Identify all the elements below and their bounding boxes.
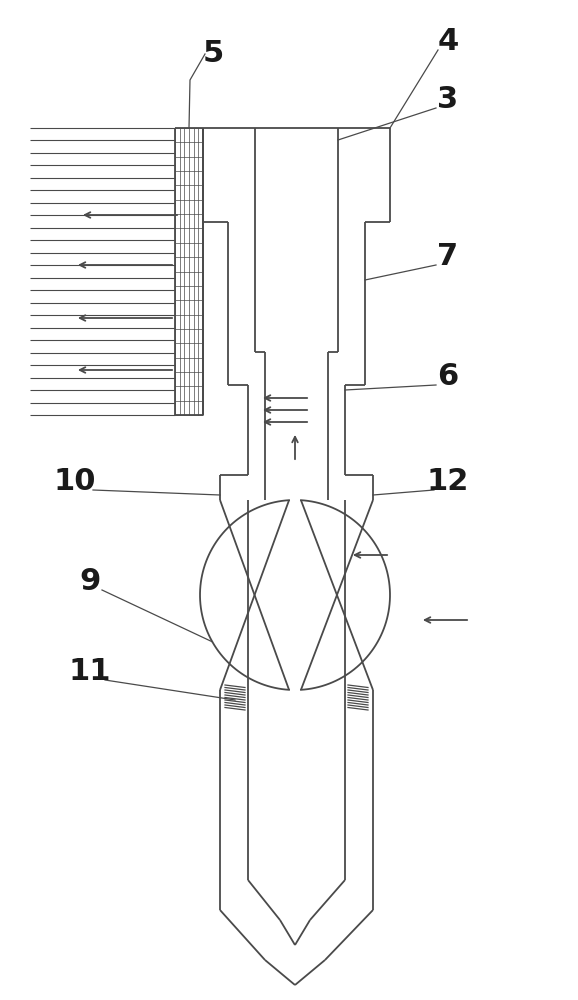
Text: 6: 6 <box>438 362 458 391</box>
Text: 3: 3 <box>438 85 458 114</box>
Text: 4: 4 <box>438 27 458 56</box>
Text: 7: 7 <box>438 242 458 271</box>
Text: 9: 9 <box>79 567 101 596</box>
Text: 11: 11 <box>69 657 111 686</box>
Text: 5: 5 <box>202 39 224 68</box>
Text: 12: 12 <box>427 467 469 496</box>
Text: 10: 10 <box>54 467 97 496</box>
